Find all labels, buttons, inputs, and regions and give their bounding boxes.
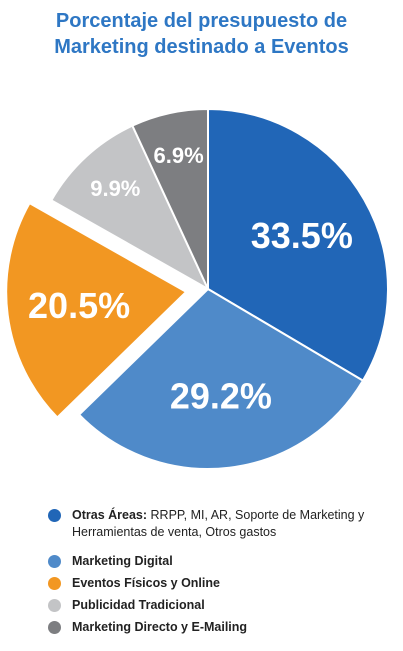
- pie-slice-2: [5, 201, 188, 419]
- pie-label-2: 20.5%: [28, 285, 130, 326]
- pie-slice-3: [50, 124, 211, 292]
- legend-swatch-4: [48, 621, 61, 634]
- legend-label-4: Marketing Directo y E-Mailing: [72, 620, 248, 634]
- legend-detail-0: RRPP, MI, AR, Soporte de Marketing y Her…: [72, 508, 365, 539]
- chart-title-line-1: Porcentaje del presupuesto de: [55, 10, 348, 32]
- pie-label-3: 9.9%: [90, 176, 140, 201]
- legend-item-4: Marketing Directo y E-Mailing: [48, 619, 393, 636]
- legend-label-0: Otras Áreas:: [72, 508, 148, 522]
- chart-title-line-2: Marketing destinado a Eventos: [54, 36, 349, 58]
- legend-swatch-2: [48, 577, 61, 590]
- legend-item-1: Marketing Digital: [48, 553, 393, 570]
- legend-label-1: Marketing Digital: [72, 554, 173, 568]
- pie-chart: 33.5% 29.2% 20.5% 9.9% 6.9%: [5, 107, 389, 470]
- legend-item-0: Otras Áreas: RRPP, MI, AR, Soporte de Ma…: [48, 507, 393, 541]
- legend-label-2: Eventos Físicos y Online: [72, 576, 220, 590]
- pie-label-1: 29.2%: [170, 376, 272, 417]
- legend-swatch-0: [48, 509, 61, 522]
- chart-legend: Otras Áreas: RRPP, MI, AR, Soporte de Ma…: [48, 507, 393, 641]
- chart-title: Porcentaje del presupuesto de Marketing …: [0, 8, 403, 60]
- pie-slice-4: [131, 107, 209, 290]
- legend-swatch-3: [48, 599, 61, 612]
- pie-label-0: 33.5%: [251, 215, 353, 256]
- pie-slice-0: [207, 107, 389, 382]
- pie-slice-1: [77, 287, 365, 470]
- legend-label-3: Publicidad Tradicional: [72, 598, 205, 612]
- legend-item-3: Publicidad Tradicional: [48, 597, 393, 614]
- legend-swatch-1: [48, 555, 61, 568]
- legend-item-2: Eventos Físicos y Online: [48, 575, 393, 592]
- pie-label-4: 6.9%: [153, 143, 203, 168]
